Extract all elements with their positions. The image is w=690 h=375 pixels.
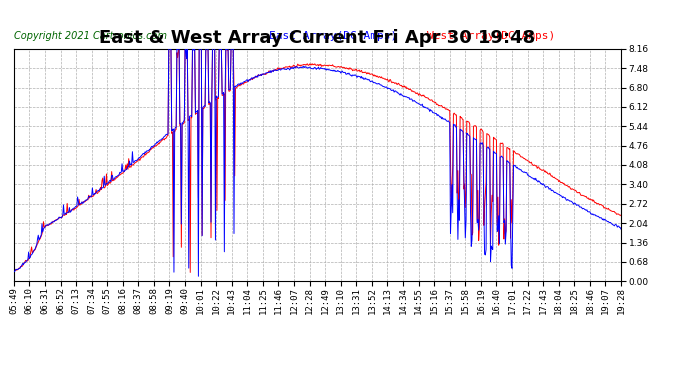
Text: East Array(DC Amps): East Array(DC Amps) <box>269 31 397 41</box>
Title: East & West Array Current Fri Apr 30 19:48: East & West Array Current Fri Apr 30 19:… <box>99 29 535 47</box>
Text: West Array(DC Amps): West Array(DC Amps) <box>426 31 555 41</box>
Text: Copyright 2021 Cartronics.com: Copyright 2021 Cartronics.com <box>14 31 167 41</box>
